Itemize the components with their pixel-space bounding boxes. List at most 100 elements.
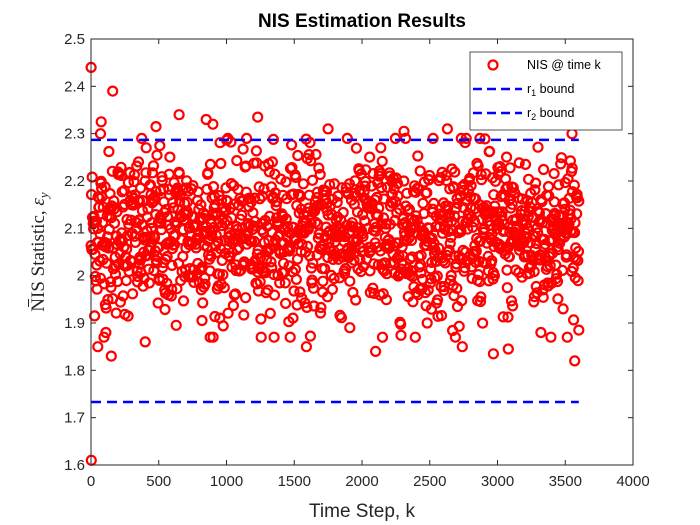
- data-point: [140, 167, 152, 179]
- data-point: [310, 216, 322, 228]
- data-point: [268, 331, 280, 343]
- data-point: [427, 132, 439, 144]
- data-point: [284, 243, 296, 255]
- data-point: [297, 178, 309, 190]
- data-point: [264, 307, 276, 319]
- data-point: [415, 267, 427, 279]
- data-point: [572, 275, 584, 287]
- data-point: [373, 202, 385, 214]
- data-point: [424, 169, 436, 182]
- data-point: [498, 218, 510, 230]
- legend-r1-rest: bound: [536, 82, 574, 96]
- data-point: [209, 310, 221, 323]
- data-point: [357, 231, 369, 243]
- data-point: [236, 209, 248, 221]
- data-point: [266, 262, 278, 274]
- data-point: [225, 178, 237, 190]
- data-point: [181, 196, 193, 208]
- data-point: [435, 171, 447, 184]
- data-point: [403, 232, 415, 244]
- data-point: [166, 259, 178, 271]
- data-point: [439, 257, 451, 269]
- data-point: [548, 168, 560, 180]
- data-point: [423, 174, 435, 186]
- data-point: [287, 312, 299, 324]
- data-point-outlier: [105, 350, 117, 362]
- data-point: [154, 140, 166, 152]
- data-point: [201, 183, 213, 195]
- legend-r2-rest: bound: [536, 106, 574, 120]
- data-point: [363, 246, 375, 259]
- data-point: [196, 314, 208, 327]
- data-point-outlier: [370, 345, 382, 357]
- data-point: [389, 132, 401, 144]
- legend-box: [469, 51, 623, 131]
- data-point-outlier: [456, 341, 468, 353]
- data-point: [132, 156, 145, 168]
- data-point: [166, 283, 178, 295]
- data-point: [248, 235, 260, 247]
- data-point: [376, 331, 389, 343]
- data-point: [564, 155, 577, 167]
- data-point: [445, 270, 457, 282]
- data-point: [376, 155, 388, 167]
- data-point: [551, 275, 564, 288]
- data-point: [569, 272, 581, 284]
- data-point: [561, 331, 573, 343]
- y-tick-label: 1.8: [64, 362, 85, 379]
- data-point: [378, 212, 390, 224]
- x-tick-label: 3000: [481, 473, 514, 490]
- y-tick-label: 2.4: [64, 78, 85, 95]
- data-point: [529, 184, 541, 196]
- data-point: [422, 284, 434, 296]
- data-point: [467, 221, 479, 233]
- data-point: [177, 295, 190, 307]
- legend-label-r2: r2 bound: [527, 106, 574, 122]
- data-point: [231, 155, 243, 167]
- data-point: [324, 179, 336, 191]
- x-tick-label: 500: [146, 473, 171, 490]
- legend: NIS @ time k r1 bound r2 bound: [469, 51, 623, 131]
- y-tick-label: 1.6: [64, 457, 85, 474]
- data-point: [474, 235, 486, 247]
- data-point: [470, 245, 482, 257]
- legend-marker-nis: [487, 59, 499, 71]
- x-tick-label: 3500: [549, 473, 582, 490]
- data-point: [396, 257, 408, 269]
- data-point: [326, 283, 338, 295]
- data-point: [310, 148, 322, 161]
- data-point: [448, 210, 460, 222]
- data-point: [147, 160, 160, 172]
- data-point: [160, 204, 172, 216]
- data-point: [280, 176, 292, 188]
- data-point: [164, 151, 176, 163]
- data-point-outlier: [150, 120, 162, 133]
- data-point: [212, 236, 224, 248]
- data-point: [391, 177, 404, 190]
- data-point: [304, 137, 316, 149]
- data-point: [128, 176, 140, 188]
- data-point: [505, 295, 518, 307]
- data-point: [502, 181, 514, 193]
- data-point: [331, 196, 343, 208]
- data-point: [304, 330, 316, 342]
- data-point: [127, 288, 139, 300]
- data-point: [255, 331, 267, 343]
- data-point-outlier: [398, 125, 410, 137]
- legend-label-r1: r1 bound: [527, 82, 574, 98]
- data-point: [474, 295, 487, 308]
- data-point: [417, 197, 429, 209]
- data-point: [516, 193, 528, 205]
- y-tick-label: 1.9: [64, 315, 85, 332]
- data-point: [495, 165, 507, 178]
- data-point: [494, 161, 506, 173]
- legend-r2-main: r: [527, 106, 531, 120]
- data-point: [204, 158, 216, 170]
- data-point: [280, 213, 292, 225]
- data-point: [307, 282, 320, 294]
- data-point: [305, 217, 317, 229]
- data-point-outlier: [322, 123, 334, 135]
- data-point: [250, 145, 262, 157]
- data-point: [506, 300, 519, 312]
